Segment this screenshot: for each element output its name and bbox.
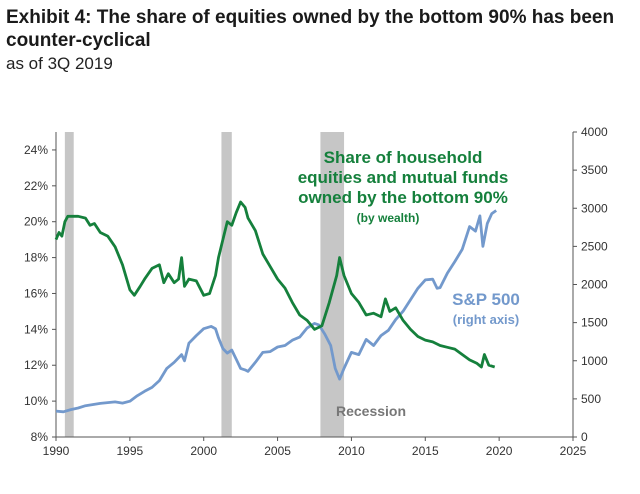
share-series-label: owned by the bottom 90% xyxy=(298,188,508,207)
sp500-line xyxy=(55,209,498,414)
x-tick-label: 2020 xyxy=(486,444,513,458)
series-lines xyxy=(54,200,498,414)
left-tick-label: 14% xyxy=(24,322,48,336)
right-tick-label: 3000 xyxy=(581,201,608,215)
x-tick-label: 2010 xyxy=(338,444,365,458)
right-tick-label: 2000 xyxy=(581,278,608,292)
left-tick-label: 12% xyxy=(24,358,48,372)
left-tick-label: 10% xyxy=(24,394,48,408)
left-tick-label: 22% xyxy=(24,179,48,193)
sp500-series-note: (right axis) xyxy=(453,312,519,327)
x-tick-label: 2015 xyxy=(412,444,439,458)
x-tick-label: 2005 xyxy=(264,444,291,458)
right-tick-label: 4000 xyxy=(581,125,608,139)
left-tick-label: 20% xyxy=(24,215,48,229)
chart-title: Exhibit 4: The share of equities owned b… xyxy=(6,7,615,51)
left-tick-label: 18% xyxy=(24,251,48,265)
recession-bands xyxy=(64,132,345,437)
x-tick-label: 2000 xyxy=(190,444,217,458)
left-tick-label: 24% xyxy=(24,143,48,157)
right-tick-label: 1000 xyxy=(581,354,608,368)
axis-ticks: 1990 1995 2000 2005 2010 2015 2020 2025 8% 10% 12%… xyxy=(24,125,608,458)
right-tick-label: 3500 xyxy=(581,163,608,177)
right-tick-label: 1500 xyxy=(581,316,608,330)
share-series-label: Share of household xyxy=(324,148,483,167)
right-tick-label: 0 xyxy=(581,430,588,444)
left-tick-label: 8% xyxy=(31,430,49,444)
right-tick-label: 2500 xyxy=(581,239,608,253)
recession-band-3 xyxy=(320,132,345,437)
share-series-label: equities and mutual funds xyxy=(298,168,509,187)
right-tick-label: 500 xyxy=(581,392,601,406)
x-tick-label: 2025 xyxy=(560,444,587,458)
recession-band-2 xyxy=(221,132,232,437)
share-series-note: (by wealth) xyxy=(357,211,420,225)
left-tick-label: 16% xyxy=(24,286,48,300)
recession-label: Recession xyxy=(336,403,406,419)
chart-subtitle: as of 3Q 2019 xyxy=(6,54,113,73)
sp500-series-label: S&P 500 xyxy=(452,290,520,309)
x-tick-label: 1990 xyxy=(43,444,70,458)
recession-band-1 xyxy=(64,132,74,437)
share-bottom-90-line xyxy=(54,200,496,369)
x-tick-label: 1995 xyxy=(117,444,144,458)
